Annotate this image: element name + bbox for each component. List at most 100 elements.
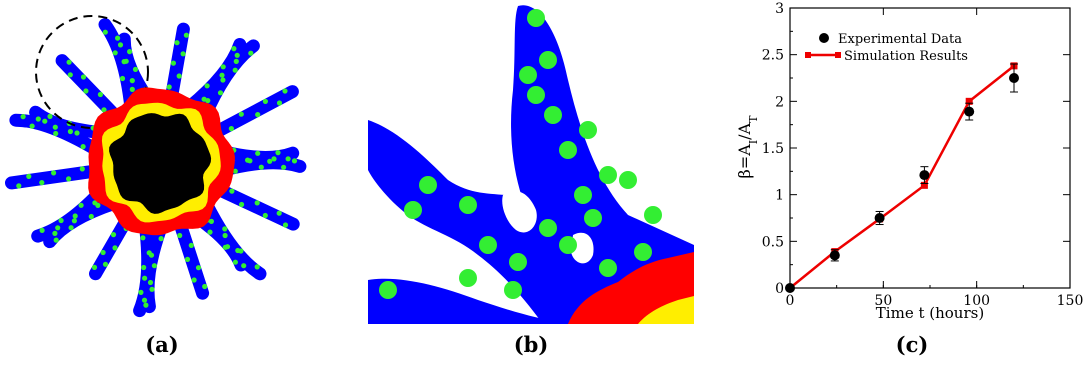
y-tick-label: 1 <box>775 188 784 204</box>
cell-dot <box>129 78 135 84</box>
x-tick-label: 150 <box>1057 293 1084 309</box>
experimental-point <box>964 106 975 117</box>
cell-dot <box>231 46 237 52</box>
cell-dot <box>74 130 80 136</box>
cell-dot <box>78 202 84 208</box>
cell-dot <box>180 51 186 57</box>
cell-dot <box>55 225 61 231</box>
caption-c: (c) <box>895 332 929 357</box>
simulation-point <box>920 181 928 189</box>
legend-marker-simulation-left <box>805 52 811 58</box>
cell-dot <box>92 200 98 206</box>
cell-dot <box>100 249 106 256</box>
cell-dot <box>68 225 74 231</box>
chart-series <box>785 62 1019 293</box>
legend-label-experimental: Experimental Data <box>838 32 962 47</box>
cell-dot <box>52 230 58 236</box>
cell-dot <box>232 259 238 265</box>
dashed-highlight-circle <box>35 15 149 129</box>
cell-dot <box>67 72 73 78</box>
cell-dot <box>644 206 662 224</box>
cell-dot <box>574 186 592 204</box>
cell-dot <box>229 188 235 194</box>
cell-dot <box>58 217 64 224</box>
cell-dot <box>262 212 268 219</box>
cell-dot <box>110 232 117 238</box>
cell-dot <box>35 116 41 122</box>
cell-dot <box>234 52 240 58</box>
cell-dot <box>170 60 176 66</box>
cell-dot <box>102 261 109 267</box>
branch <box>172 214 210 300</box>
cell-dot <box>222 232 228 239</box>
cell-dot <box>222 244 228 250</box>
simulation-point <box>965 97 973 105</box>
cell-dot <box>579 121 597 139</box>
panel-c-chart: 0 50 100 150 0 0.5 1 1.5 2 2.5 3 Time t (hours) β=… <box>735 1 1084 322</box>
cell-dot <box>235 247 241 254</box>
cell-dot <box>195 265 202 271</box>
cell-dot <box>127 49 133 55</box>
cell-dot <box>247 158 253 164</box>
simulation-line <box>789 64 1015 289</box>
cell-dot <box>238 111 244 117</box>
cell-dot <box>66 59 72 65</box>
cell-dot <box>52 124 58 130</box>
cell-dot <box>141 264 147 271</box>
cell-dot <box>271 156 277 162</box>
cell-dot <box>285 156 291 162</box>
cell-dot <box>177 232 183 239</box>
cell-dot <box>276 100 283 106</box>
cell-dot <box>504 281 522 299</box>
cell-dot <box>166 84 172 90</box>
y-tick-label: 0.5 <box>762 234 784 250</box>
cell-dot <box>102 29 108 35</box>
cell-dot <box>149 286 155 292</box>
cell-dot <box>207 229 213 235</box>
experimental-point <box>1009 73 1019 83</box>
panel-a-spheroid-image <box>5 15 307 318</box>
cell-dot <box>188 242 194 248</box>
cell-dot <box>275 150 281 156</box>
y-tick-label: 2 <box>775 94 784 110</box>
experimental-point <box>785 283 795 293</box>
cell-dot <box>282 222 289 228</box>
tumor-core <box>109 113 212 214</box>
legend-marker-simulation-right <box>835 52 841 58</box>
experimental-point <box>874 213 885 223</box>
cell-dot <box>291 158 298 164</box>
cell-dot <box>241 263 247 269</box>
cell-dot <box>205 98 211 104</box>
y-axis-label: β=AI/AT <box>735 115 760 179</box>
cell-dot <box>544 106 562 124</box>
cell-dot <box>143 302 149 308</box>
cell-dot <box>176 73 182 79</box>
cell-dot <box>132 66 139 72</box>
cell-dot <box>599 166 617 184</box>
branch <box>98 18 138 114</box>
cell-dot <box>239 201 245 208</box>
cell-dot <box>220 77 226 83</box>
cell-dot <box>220 64 226 70</box>
cell-dot <box>255 150 261 156</box>
cell-dot <box>183 32 189 38</box>
cell-dot <box>539 219 557 237</box>
zoom-white-gaps <box>502 190 594 264</box>
cell-dot <box>584 209 602 227</box>
cell-dot <box>112 50 118 56</box>
cell-dot <box>80 144 86 150</box>
cell-dot <box>88 213 94 220</box>
cell-dot <box>138 289 144 295</box>
cell-dot <box>479 236 497 254</box>
cell-dot <box>123 58 129 64</box>
cell-dot <box>619 171 637 189</box>
cell-dot <box>599 259 617 277</box>
cell-dot <box>191 277 197 283</box>
cell-dot <box>527 9 545 27</box>
branch <box>55 54 124 124</box>
cell-dot <box>141 297 148 303</box>
cell-dot <box>158 236 164 242</box>
cell-dot <box>97 91 103 98</box>
zoom-cells <box>379 9 662 299</box>
cell-dot <box>527 86 545 104</box>
